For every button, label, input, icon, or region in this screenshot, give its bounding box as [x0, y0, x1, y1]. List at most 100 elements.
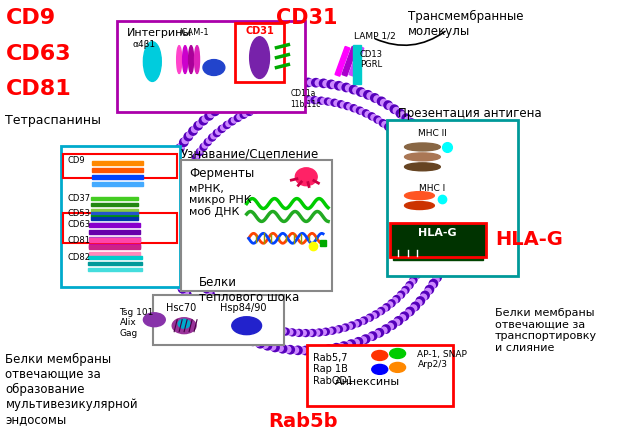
Circle shape — [178, 239, 184, 244]
Circle shape — [216, 298, 222, 304]
Circle shape — [431, 147, 439, 156]
Circle shape — [419, 263, 425, 268]
Circle shape — [409, 306, 415, 313]
Circle shape — [257, 86, 263, 92]
Circle shape — [301, 330, 306, 336]
Circle shape — [323, 80, 329, 87]
Circle shape — [228, 120, 233, 125]
Circle shape — [434, 152, 441, 159]
Circle shape — [205, 112, 213, 120]
Circle shape — [311, 97, 318, 103]
Circle shape — [189, 127, 197, 135]
Text: мРНК,
микро РНК
моб ДНК: мРНК, микро РНК моб ДНК — [189, 184, 251, 217]
Circle shape — [191, 269, 197, 275]
Circle shape — [301, 97, 306, 103]
Circle shape — [247, 337, 253, 344]
Circle shape — [243, 316, 248, 322]
Circle shape — [423, 173, 430, 180]
Ellipse shape — [144, 313, 165, 326]
Circle shape — [353, 339, 359, 346]
Ellipse shape — [389, 363, 406, 372]
Circle shape — [192, 126, 198, 132]
Circle shape — [449, 201, 457, 209]
Circle shape — [241, 315, 246, 321]
Circle shape — [414, 156, 421, 163]
Text: CD81: CD81 — [6, 79, 71, 99]
Circle shape — [177, 198, 182, 204]
Circle shape — [398, 136, 404, 141]
Bar — [92, 168, 144, 172]
Circle shape — [185, 260, 193, 267]
Text: ICAM-1: ICAM-1 — [179, 28, 209, 37]
Circle shape — [422, 170, 427, 175]
Circle shape — [283, 99, 288, 104]
Circle shape — [181, 181, 187, 186]
Text: Белки
теплового шока: Белки теплового шока — [199, 276, 300, 304]
Circle shape — [416, 268, 422, 274]
Ellipse shape — [188, 45, 193, 74]
Circle shape — [203, 311, 212, 320]
Circle shape — [208, 136, 213, 142]
Circle shape — [447, 239, 454, 245]
Circle shape — [385, 124, 392, 130]
Circle shape — [235, 115, 241, 121]
Circle shape — [313, 347, 319, 353]
Ellipse shape — [172, 318, 196, 334]
Circle shape — [291, 97, 298, 104]
Circle shape — [428, 237, 435, 244]
Bar — [335, 46, 350, 76]
Circle shape — [214, 107, 220, 113]
Circle shape — [310, 97, 315, 103]
Circle shape — [240, 92, 246, 99]
Bar — [92, 182, 144, 186]
Ellipse shape — [389, 348, 406, 359]
Circle shape — [439, 260, 447, 269]
Bar — [89, 244, 140, 248]
Circle shape — [162, 175, 168, 182]
Bar — [353, 45, 361, 84]
Circle shape — [265, 325, 271, 330]
Circle shape — [395, 109, 402, 115]
Circle shape — [202, 311, 208, 317]
Circle shape — [262, 85, 268, 91]
Circle shape — [429, 231, 436, 238]
Circle shape — [177, 194, 183, 201]
Circle shape — [363, 110, 369, 117]
Circle shape — [425, 289, 431, 295]
Circle shape — [403, 141, 411, 148]
Bar — [90, 215, 139, 218]
Circle shape — [192, 156, 198, 161]
Circle shape — [312, 78, 320, 87]
Text: Ферменты: Ферменты — [189, 167, 255, 180]
Circle shape — [266, 83, 274, 91]
Circle shape — [360, 90, 366, 96]
Circle shape — [281, 99, 286, 104]
Circle shape — [156, 225, 164, 234]
Circle shape — [430, 146, 437, 153]
Circle shape — [450, 223, 456, 229]
Text: Аннексины: Аннексины — [335, 377, 401, 387]
Circle shape — [439, 264, 446, 270]
Circle shape — [235, 312, 241, 318]
Circle shape — [296, 330, 303, 336]
Text: Rab5,7
Rap 1B
RabGD1: Rab5,7 Rap 1B RabGD1 — [313, 352, 353, 386]
Circle shape — [262, 342, 268, 348]
Circle shape — [250, 319, 257, 326]
Circle shape — [170, 271, 177, 277]
Circle shape — [363, 317, 369, 322]
Circle shape — [416, 159, 422, 165]
Circle shape — [176, 221, 182, 227]
Circle shape — [429, 194, 435, 199]
Circle shape — [408, 281, 414, 286]
Bar — [392, 252, 483, 260]
Circle shape — [327, 80, 335, 89]
Circle shape — [176, 202, 182, 208]
Circle shape — [185, 258, 191, 264]
Circle shape — [195, 153, 200, 158]
Circle shape — [304, 78, 313, 87]
Circle shape — [421, 260, 427, 265]
Circle shape — [265, 102, 271, 108]
Circle shape — [278, 328, 284, 334]
Circle shape — [232, 117, 237, 123]
Circle shape — [334, 100, 339, 106]
